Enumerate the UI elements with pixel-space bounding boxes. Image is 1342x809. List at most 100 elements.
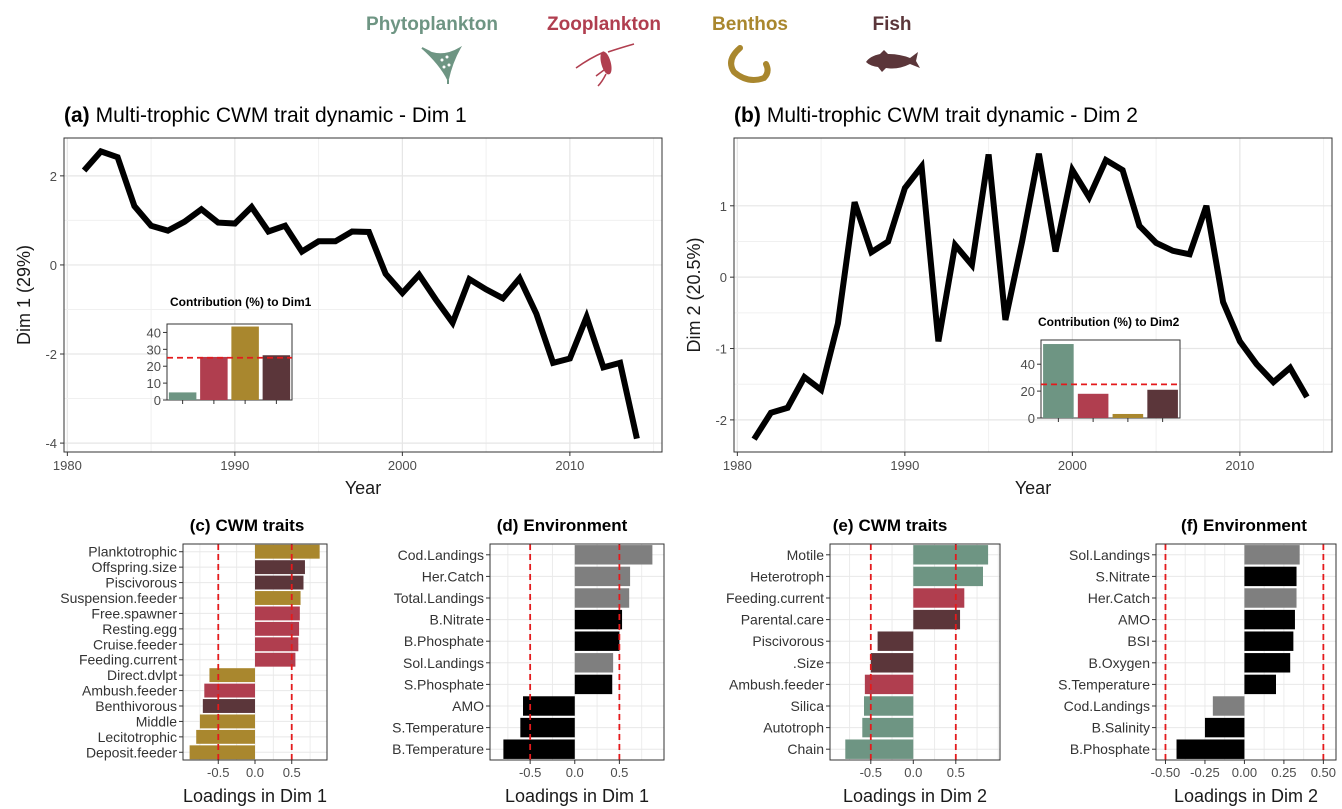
panel-f-bar — [1212, 696, 1245, 716]
panel-d-bar — [574, 653, 614, 673]
panel-b-title: (b) Multi-trophic CWM trait dynamic - Dim… — [734, 104, 1138, 127]
panel-a-x-tick-label: 2010 — [555, 458, 584, 473]
panel-c-bar — [255, 606, 300, 621]
panel-e-category-label: Silica — [791, 698, 825, 714]
panel-c-bar — [202, 699, 255, 713]
panel-e-bar — [864, 674, 914, 695]
panel-f-bar — [1244, 609, 1295, 630]
panel-d-title-prefix: (d) — [497, 516, 519, 535]
panel-b-x-axis-label: Year — [1015, 478, 1051, 498]
panel-e-bar — [913, 609, 961, 630]
panel-e-x-axis-label: Loadings in Dim 2 — [843, 786, 987, 806]
panel-f-bar — [1204, 717, 1245, 738]
panel-f-category-label: Her.Catch — [1088, 590, 1150, 606]
panel-d-category-label: Total.Landings — [394, 590, 484, 606]
panel-c-category-label: Benthivorous — [95, 698, 177, 714]
panel-c-x-tick-label: -0.5 — [207, 765, 229, 780]
phytoplankton-icon — [421, 45, 463, 84]
panel-a-y-axis-label: Dim 1 (29%) — [14, 245, 34, 345]
panel-b-inset-y-tick-label: 20 — [1021, 384, 1035, 399]
panel-c-bar — [255, 560, 305, 575]
panel-f-category-label: S.Nitrate — [1096, 568, 1151, 584]
panel-e-x-tick-label: 0.5 — [947, 765, 965, 780]
panel-a-inset-bar-zooplankton — [200, 356, 228, 400]
panel-b-grid — [734, 138, 1332, 452]
panel-f-x-axis-label: Loadings in Dim 2 — [1174, 786, 1318, 806]
panel-c-title-prefix: (c) — [190, 516, 211, 535]
panel-f-bar — [1244, 631, 1294, 651]
panel-d-category-label: B.Nitrate — [430, 612, 485, 628]
panel-f-category-label: B.Phosphate — [1070, 741, 1150, 757]
panel-f-bar — [1176, 739, 1245, 759]
panel-e-frame — [829, 543, 1001, 761]
panel-e-x-tick-label: 0.0 — [904, 765, 922, 780]
panel-b-inset-bar-phytoplankton — [1043, 344, 1074, 418]
panel-b-inset-title: Contribution (%) to Dim2 — [1038, 315, 1180, 329]
panel-c-bar — [255, 621, 300, 636]
panel-b: 1980 1990 2000 2010 1 0 -1 -2 Year Dim 2 (20.5%) C… — [684, 137, 1333, 498]
panel-a-y-tick-label: 2 — [50, 169, 57, 184]
panel-f-x-tick-label: -0.50 — [1151, 765, 1181, 780]
panel-d-bar — [574, 588, 630, 608]
panel-e-category-label: .Size — [793, 655, 824, 671]
panel-c-x-axis-label: Loadings in Dim 1 — [183, 786, 327, 806]
panel-b-x-tick-label: 2000 — [1058, 458, 1087, 473]
panel-a-x-tick-label: 1980 — [53, 458, 82, 473]
panel-f-bar — [1244, 588, 1297, 608]
zooplankton-icon — [575, 43, 635, 87]
panel-b-inset: Contribution (%) to Dim2 0 20 40 — [1021, 315, 1181, 426]
panel-b-title-text: Multi-trophic CWM trait dynamic - Dim 2 — [767, 104, 1138, 127]
panel-d-category-label: Sol.Landings — [403, 655, 484, 671]
panel-e-bar — [913, 545, 989, 565]
panel-c: PlanktotrophicOffspring.sizePiscivorousS… — [60, 543, 328, 806]
panel-c-category-label: Piscivorous — [105, 575, 177, 591]
panel-a-x-tick-label: 1990 — [220, 458, 249, 473]
panel-a-inset-bar-benthos — [231, 326, 259, 400]
panel-d-x-tick-label: -0.5 — [519, 765, 541, 780]
panel-e-bar — [870, 653, 914, 673]
panel-f-title-prefix: (f) — [1181, 516, 1198, 535]
panel-c-category-label: Ambush.feeder — [82, 683, 177, 699]
panel-e-category-label: Chain — [787, 741, 824, 757]
panel-f-frame — [1155, 543, 1337, 761]
panel-a-inset-y-tick-label: 40 — [147, 325, 161, 340]
panel-f-bar — [1244, 545, 1300, 565]
panel-f-category-label: AMO — [1118, 612, 1150, 628]
panel-c-category-label: Cruise.feeder — [93, 636, 177, 652]
panel-c-bar — [255, 591, 301, 605]
panel-e-bar — [913, 588, 965, 608]
panel-f-x-tick-label: -0.25 — [1190, 765, 1220, 780]
panel-e-category-label: Heterotroph — [750, 568, 824, 584]
panel-d-bar — [520, 717, 575, 738]
panel-d-category-label: B.Phosphate — [404, 633, 484, 649]
panel-a-inset-bar-phytoplankton — [168, 392, 197, 400]
panel-e-bar — [877, 631, 914, 651]
panel-d-frame — [489, 543, 665, 761]
panel-d-bar — [503, 739, 575, 759]
legend-label-zooplankton: Zooplankton — [547, 14, 661, 35]
panel-b-frame — [733, 137, 1333, 453]
panel-c-x-tick-label: 0.0 — [246, 765, 264, 780]
panel-f-category-label: B.Oxygen — [1089, 655, 1150, 671]
panel-b-y-tick-label: 1 — [720, 199, 727, 214]
panel-a-y-tick-label: -2 — [45, 347, 57, 362]
panel-b-y-tick-label: -1 — [715, 342, 727, 357]
panel-d: Cod.Landings Her.Catch Total.Landings B.Nit… — [392, 543, 665, 806]
panel-f-bar — [1244, 566, 1297, 587]
panel-d-title-text: Environment — [523, 516, 627, 535]
panel-b-x-tick-label: 1980 — [723, 458, 752, 473]
panel-d-bar — [523, 696, 575, 716]
panel-c-bar — [196, 729, 255, 744]
panel-c-bar — [189, 745, 255, 760]
fish-icon — [866, 50, 920, 72]
panel-c-x-tick-label: 0.5 — [283, 765, 301, 780]
panel-b-x-tick-label: 2010 — [1225, 458, 1254, 473]
panel-b-inset-bar-fish — [1147, 389, 1178, 418]
panel-d-category-label: Her.Catch — [422, 568, 484, 584]
panel-a-inset-title: Contribution (%) to Dim1 — [170, 295, 312, 309]
panel-a-x-axis-label: Year — [345, 478, 381, 498]
panel-b-y-axis-label: Dim 2 (20.5%) — [684, 237, 704, 352]
panel-e-title-prefix: (e) — [833, 516, 854, 535]
panel-e-title-text: CWM traits — [859, 516, 948, 535]
